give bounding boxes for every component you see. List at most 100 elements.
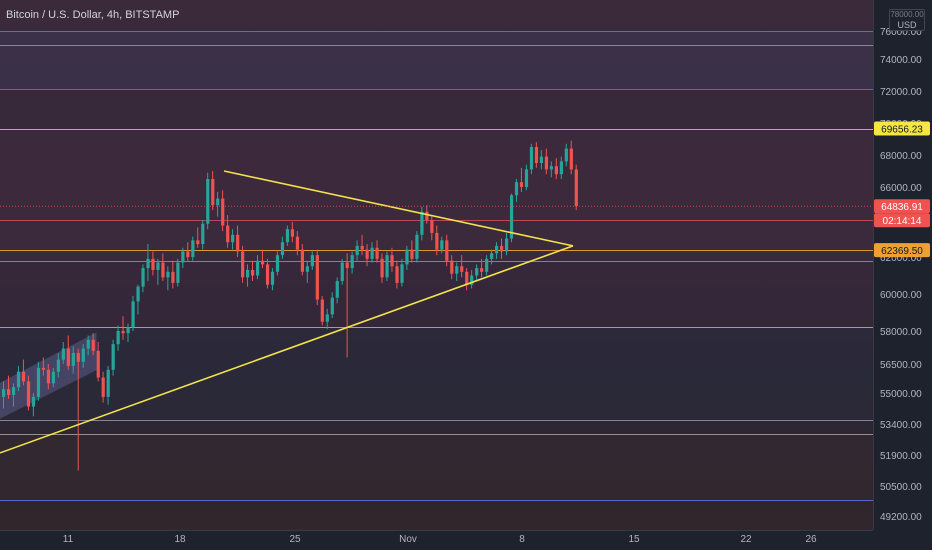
candle[interactable] [315, 249, 319, 306]
candle[interactable] [559, 156, 563, 179]
candle[interactable] [485, 255, 489, 276]
candle[interactable] [355, 240, 359, 261]
candle[interactable] [96, 342, 100, 382]
candle[interactable] [470, 269, 474, 289]
candle[interactable] [420, 206, 424, 241]
candle[interactable] [26, 375, 31, 411]
currency-selector[interactable]: 78000.00 USD [889, 9, 925, 31]
candle[interactable] [529, 143, 534, 175]
candle[interactable] [126, 323, 130, 342]
candle[interactable] [206, 172, 210, 230]
candle[interactable] [285, 225, 290, 246]
candle[interactable] [106, 365, 110, 405]
candle[interactable] [395, 260, 399, 289]
candle[interactable] [564, 143, 568, 167]
candle[interactable] [91, 333, 95, 356]
candle[interactable] [300, 244, 304, 276]
candle[interactable] [385, 251, 389, 282]
candle[interactable] [176, 258, 180, 287]
candle[interactable] [61, 342, 65, 364]
candle[interactable] [270, 268, 275, 291]
candle[interactable] [350, 251, 354, 274]
candle[interactable] [191, 236, 195, 261]
candle[interactable] [36, 361, 41, 401]
candle[interactable] [41, 357, 46, 376]
candle[interactable] [554, 158, 558, 179]
candle[interactable] [166, 266, 170, 291]
candle[interactable] [440, 236, 444, 254]
candle[interactable] [480, 258, 484, 278]
candle[interactable] [241, 245, 245, 283]
candle[interactable] [375, 240, 379, 263]
candle[interactable] [101, 371, 105, 403]
candle[interactable] [260, 249, 265, 269]
candle[interactable] [66, 335, 70, 370]
candle[interactable] [574, 164, 578, 211]
candle[interactable] [46, 364, 51, 390]
candle[interactable] [504, 232, 509, 256]
candle[interactable] [380, 253, 384, 283]
candle[interactable] [181, 247, 185, 269]
candle[interactable] [500, 238, 504, 259]
candle[interactable] [450, 255, 454, 280]
candle[interactable] [295, 231, 300, 256]
candle[interactable] [320, 295, 324, 326]
candle[interactable] [390, 247, 394, 272]
candle[interactable] [131, 295, 135, 331]
candle[interactable] [370, 242, 374, 263]
candle[interactable] [490, 249, 494, 265]
candle[interactable] [415, 231, 419, 263]
candle[interactable] [509, 193, 514, 243]
candle[interactable] [216, 191, 220, 217]
candle[interactable] [31, 393, 36, 417]
candle[interactable] [171, 260, 175, 289]
candle[interactable] [51, 367, 55, 388]
candle[interactable] [221, 190, 225, 232]
candle[interactable] [539, 150, 544, 170]
candle[interactable] [231, 229, 235, 250]
candle[interactable] [345, 253, 349, 358]
candle[interactable] [290, 221, 295, 243]
candle[interactable] [56, 353, 60, 378]
candle[interactable] [246, 264, 250, 287]
candle[interactable] [465, 268, 469, 291]
candle[interactable] [430, 215, 434, 241]
candle[interactable] [524, 164, 529, 191]
lower-trendline[interactable] [0, 245, 574, 454]
candle[interactable] [226, 215, 230, 248]
candle[interactable] [330, 292, 334, 319]
candle[interactable] [136, 284, 140, 315]
candle[interactable] [2, 381, 6, 409]
candle[interactable] [460, 255, 464, 278]
candle[interactable] [161, 253, 165, 282]
candle[interactable] [514, 179, 519, 202]
candle[interactable] [141, 264, 145, 293]
candle[interactable] [121, 316, 125, 340]
candle[interactable] [11, 383, 16, 407]
candle[interactable] [71, 346, 75, 374]
candle[interactable] [305, 260, 309, 283]
candle[interactable] [310, 251, 314, 270]
candle[interactable] [275, 251, 280, 276]
candle[interactable] [236, 225, 240, 257]
candle[interactable] [81, 344, 85, 368]
candle[interactable] [265, 258, 270, 289]
candle[interactable] [201, 220, 205, 250]
candle[interactable] [340, 258, 344, 285]
candle[interactable] [6, 375, 11, 399]
candle[interactable] [211, 171, 215, 211]
upper-trendline[interactable] [223, 170, 574, 247]
candle[interactable] [569, 140, 573, 175]
candle[interactable] [156, 258, 160, 285]
candle[interactable] [435, 225, 439, 256]
candle[interactable] [365, 244, 369, 267]
candle[interactable] [475, 264, 479, 282]
candle[interactable] [405, 245, 409, 270]
candle[interactable] [544, 148, 549, 175]
candle[interactable] [325, 308, 329, 330]
candle[interactable] [360, 234, 364, 256]
candle[interactable] [111, 339, 115, 376]
candle[interactable] [86, 335, 90, 356]
candle[interactable] [495, 242, 499, 259]
